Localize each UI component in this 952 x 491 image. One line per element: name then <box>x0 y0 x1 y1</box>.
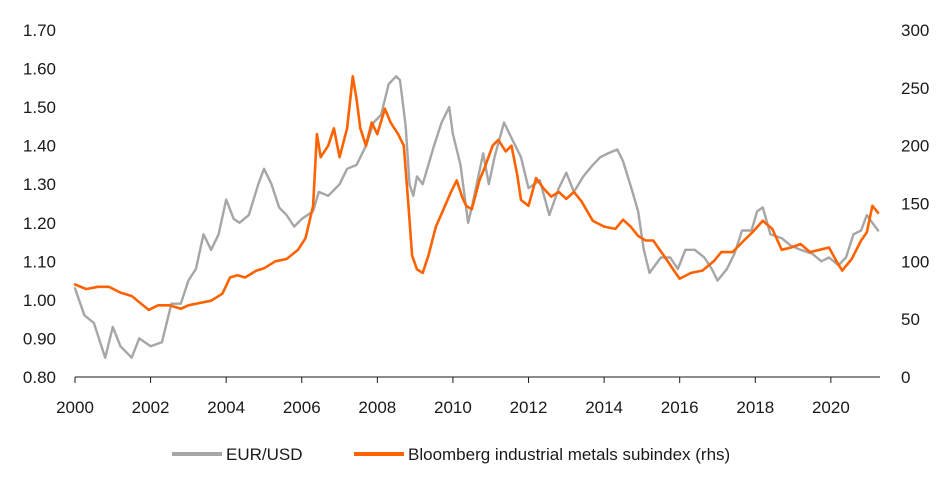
x-tick-label: 2020 <box>812 398 850 417</box>
y-tick-label: 1.30 <box>23 175 56 194</box>
y-tick-label: 1.50 <box>23 98 56 117</box>
y-tick-label: 1.10 <box>23 252 56 271</box>
y2-tick-label: 50 <box>901 310 920 329</box>
y-tick-label: 0.80 <box>23 368 56 387</box>
y-tick-label: 1.70 <box>23 21 56 40</box>
series-line-eurusd <box>73 75 880 359</box>
y-tick-label: 1.60 <box>23 60 56 79</box>
y2-tick-label: 100 <box>901 252 929 271</box>
y2-tick-label: 0 <box>901 368 910 387</box>
legend: EUR/USD Bloomberg industrial metals subi… <box>172 445 730 464</box>
x-tick-label: 2018 <box>736 398 774 417</box>
x-tick-label: 2000 <box>56 398 94 417</box>
x-tick-label: 2002 <box>132 398 170 417</box>
y2-tick-label: 250 <box>901 79 929 98</box>
y2-tick-label: 300 <box>901 21 929 40</box>
legend-label-eurusd: EUR/USD <box>226 445 303 464</box>
y-tick-label: 1.00 <box>23 291 56 310</box>
x-tick-label: 2006 <box>283 398 321 417</box>
y2-tick-label: 150 <box>901 195 929 214</box>
x-tick-label: 2008 <box>358 398 396 417</box>
y2-tick-label: 200 <box>901 137 929 156</box>
right-y-axis: 0 50 100 150 200 250 300 <box>901 21 929 387</box>
x-tick-label: 2004 <box>207 398 245 417</box>
y-tick-label: 0.90 <box>23 329 56 348</box>
x-tick-label: 2014 <box>585 398 623 417</box>
series-layer <box>73 75 880 359</box>
x-tick-label: 2010 <box>434 398 472 417</box>
left-y-axis: 0.80 0.90 1.00 1.10 1.20 1.30 1.40 1.50 1.60 1.70 <box>23 21 56 387</box>
series-line-metals <box>73 75 880 312</box>
x-tick-label: 2016 <box>661 398 699 417</box>
x-tick-label: 2012 <box>510 398 548 417</box>
y-tick-label: 1.40 <box>23 137 56 156</box>
y-tick-label: 1.20 <box>23 214 56 233</box>
legend-label-metals: Bloomberg industrial metals subindex (rh… <box>408 445 730 464</box>
x-axis: 2000 2002 2004 2006 2008 2010 2012 2014 2016 2018… <box>56 377 850 417</box>
